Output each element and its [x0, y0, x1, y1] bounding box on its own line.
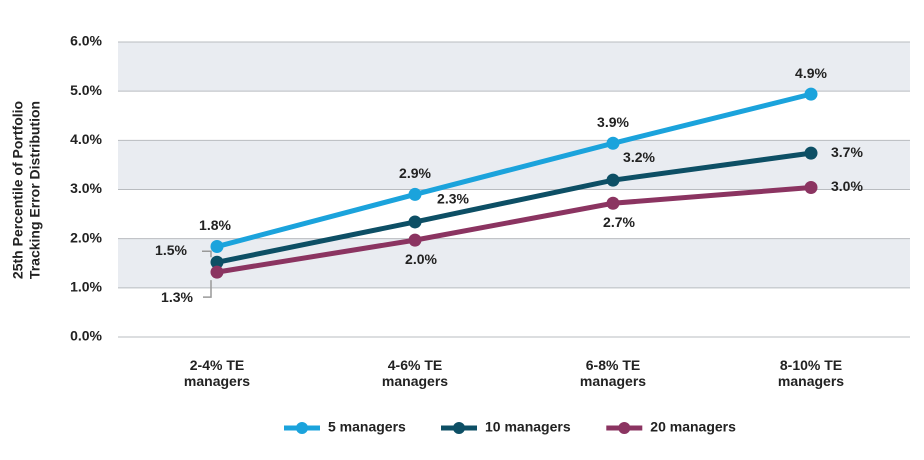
y-tick-label: 3.0% — [70, 180, 102, 196]
point — [804, 146, 818, 160]
leader — [203, 280, 212, 298]
x-tick-label: 4-6% TE managers — [382, 357, 448, 389]
y-tick-label: 0.0% — [70, 328, 102, 344]
point — [210, 240, 224, 254]
series-line — [216, 91, 812, 249]
point — [210, 265, 224, 279]
legend-marker — [296, 422, 308, 434]
value-label: 2.3% — [437, 191, 469, 207]
band — [118, 42, 910, 92]
x-tick-label: 8-10% TE managers — [778, 357, 844, 389]
point — [606, 173, 620, 187]
x-tick-label: 2-4% TE managers — [184, 357, 250, 389]
point — [210, 255, 224, 269]
point — [408, 187, 422, 201]
y-tick-label: 2.0% — [70, 229, 102, 245]
legend-label: 5 managers — [328, 419, 406, 435]
value-label: 2.9% — [399, 165, 431, 181]
value-label: 2.0% — [405, 251, 437, 267]
y-tick-label: 4.0% — [70, 131, 102, 147]
band — [118, 238, 910, 288]
series-line — [216, 185, 812, 275]
point — [408, 215, 422, 229]
legend-marker — [453, 422, 465, 434]
y-tick-label: 6.0% — [70, 33, 102, 49]
point — [408, 233, 422, 247]
leader — [202, 250, 212, 258]
point — [606, 136, 620, 150]
legend-marker — [618, 422, 631, 434]
value-label: 2.7% — [603, 214, 635, 230]
value-label: 1.8% — [199, 217, 231, 233]
value-label: 3.2% — [623, 149, 655, 165]
legend-label: 10 managers — [485, 419, 571, 435]
value-label: 1.5% — [155, 242, 187, 258]
x-tick-label: 6-8% TE managers — [580, 357, 646, 389]
value-label: 1.3% — [161, 289, 193, 305]
value-label: 3.9% — [597, 114, 629, 130]
y-axis-label: 25th Percentile of PortfolioTracking Err… — [9, 101, 42, 279]
series-line — [216, 150, 812, 265]
point — [804, 181, 818, 195]
band — [118, 140, 910, 190]
value-label: 3.7% — [831, 144, 863, 160]
value-label: 3.0% — [831, 178, 863, 194]
legend-label: 20 managers — [650, 419, 736, 435]
y-tick-label: 5.0% — [70, 82, 102, 98]
value-label: 4.9% — [795, 65, 827, 81]
point — [804, 87, 818, 101]
y-tick-label: 1.0% — [70, 279, 102, 295]
point — [606, 196, 620, 210]
